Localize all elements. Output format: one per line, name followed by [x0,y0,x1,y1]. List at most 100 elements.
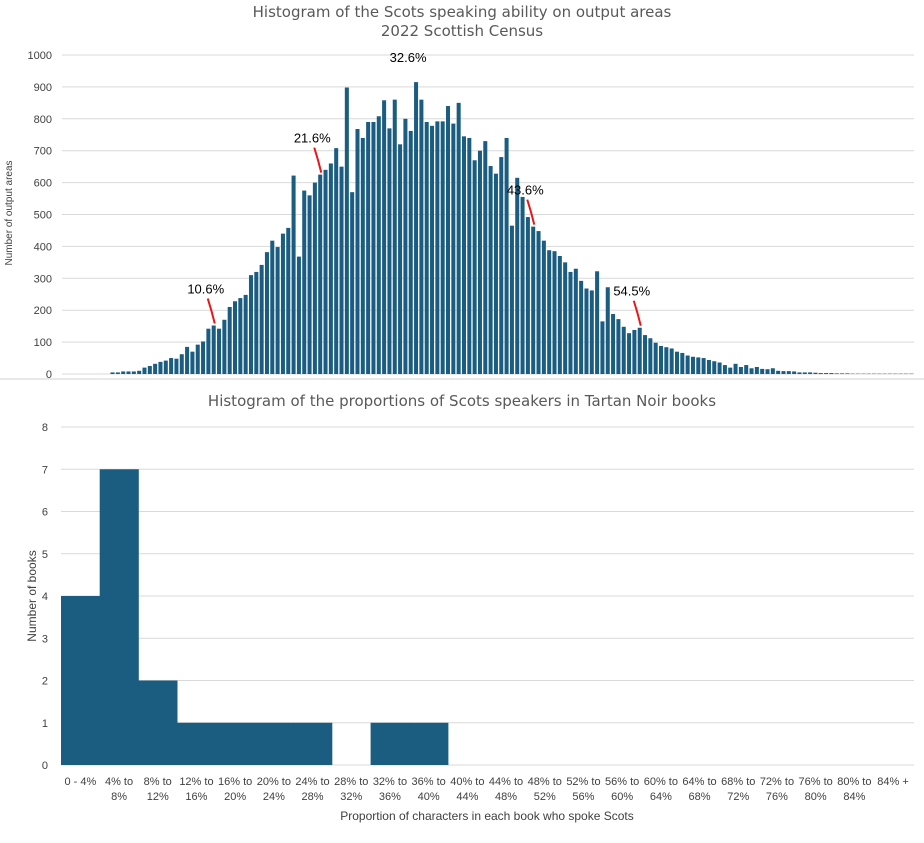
chart1-bar [472,160,477,374]
chart1-bar [398,144,403,374]
chart1-bar [382,100,387,374]
chart1-y-tick: 800 [34,114,52,126]
chart1-bar [424,121,429,375]
chart1-bar [557,255,562,374]
chart1-bar [531,226,536,374]
chart1-y-tick: 300 [34,273,52,285]
chart1-bar [355,129,360,374]
chart1-bar [483,141,488,374]
chart1-bar [589,290,594,374]
chart1-bar [115,372,120,374]
chart1-annotation-callout [206,298,216,324]
chart1-y-tick: 900 [34,82,52,94]
chart1-bar [600,321,605,374]
chart1-bar [584,288,589,374]
chart2-y-tick: 7 [42,464,48,476]
chart1-bar [137,370,142,374]
chart1-bar [765,369,770,374]
chart1-bar [706,359,711,374]
chart2-x-tick: 8% to 12% [144,776,172,803]
chart2-x-tick: 0 - 4% [64,776,96,788]
chart1-bar [206,328,211,374]
chart1-bar [669,348,674,374]
chart1-bar [680,352,685,374]
chart2-y-tick: 0 [42,760,48,772]
chart1-bar [632,329,637,374]
chart1-title: Histogram of the Scots speaking ability … [253,3,672,21]
chart1-bar [781,371,786,374]
chart1-bar [701,358,706,374]
chart2-y-tick: 6 [42,507,48,519]
chart1-bar [147,366,152,374]
chart1-bar [744,365,749,374]
chart1-bar [733,363,738,374]
chart1-bar [153,363,158,374]
chart1-bar [227,307,232,374]
chart1-bar [776,370,781,374]
chart2-x-tick: 44% to 48% [489,776,523,803]
chart1-bar [296,256,301,374]
chart2-x-tick: 24% to 28% [295,776,329,803]
chart1-bar [376,116,381,375]
chart2-x-tick: 36% to 40% [412,776,446,803]
chart1-bar [717,362,722,374]
chart1-bar [169,358,174,374]
chart2-x-tick: 68% to 72% [721,776,755,803]
chart2-bar [409,722,449,765]
chart2-bar [61,596,101,765]
chart2-y-tick: 1 [42,718,48,730]
chart2-bar [138,680,178,765]
chart1-bar [760,368,765,374]
chart1-bar [829,373,834,374]
chart1-bar [547,250,552,374]
chart2-x-tick: 80% to 84% [837,776,871,803]
chart1-bar [674,351,679,374]
chart1-bar [579,280,584,374]
chart1-bar [392,99,397,374]
chart1-bar [712,361,717,374]
chart1-bar [653,342,658,374]
chart1-y-tick: 400 [34,241,52,253]
chart1-annotation-callout [632,300,642,326]
chart1-y-tick: 200 [34,305,52,317]
books-histogram: Histogram of the proportions of Scots sp… [25,392,914,823]
chart1-bar [264,252,269,374]
chart1-bar [461,136,466,374]
chart1-subtitle: 2022 Scottish Census [381,22,543,40]
chart1-y-axis-label: Number of output areas [4,160,15,265]
chart1-bar [419,99,424,374]
chart1-bar [179,354,184,374]
chart1-bar [605,287,610,374]
chart1-y-tick: 1000 [28,50,52,62]
chart1-bar [690,356,695,374]
chart2-x-tick: 32% to 36% [373,776,407,803]
chart1-bar [435,121,440,375]
chart2-bar [370,722,410,765]
chart1-bar [280,233,285,374]
chart2-bar [215,722,255,765]
chart1-y-tick: 700 [34,146,52,158]
chart2-y-tick: 4 [42,591,48,603]
chart1-bar [185,346,190,374]
chart1-bar [536,231,541,374]
chart1-bar [387,128,392,374]
chart1-bar [323,169,328,374]
chart1-bar [515,177,520,374]
chart1-bar [248,275,253,374]
chart2-x-tick: 84% + [877,776,909,788]
chart2-x-tick: 40% to 44% [450,776,484,803]
chart1-bar [344,87,349,375]
chart2-x-tick: 28% to 32% [334,776,368,803]
chart1-annotation: 32.6% [390,50,427,65]
chart1-bar [616,319,621,374]
chart2-bar [293,722,333,765]
chart1-bar [568,271,573,374]
chart1-bar [834,373,839,374]
chart1-bar [286,227,291,374]
chart1-y-tick: 500 [34,210,52,222]
chart1-bar [110,372,115,374]
chart1-bar [174,358,179,374]
chart1-bar [499,157,504,374]
chart1-annotation: 43.6% [507,183,544,198]
